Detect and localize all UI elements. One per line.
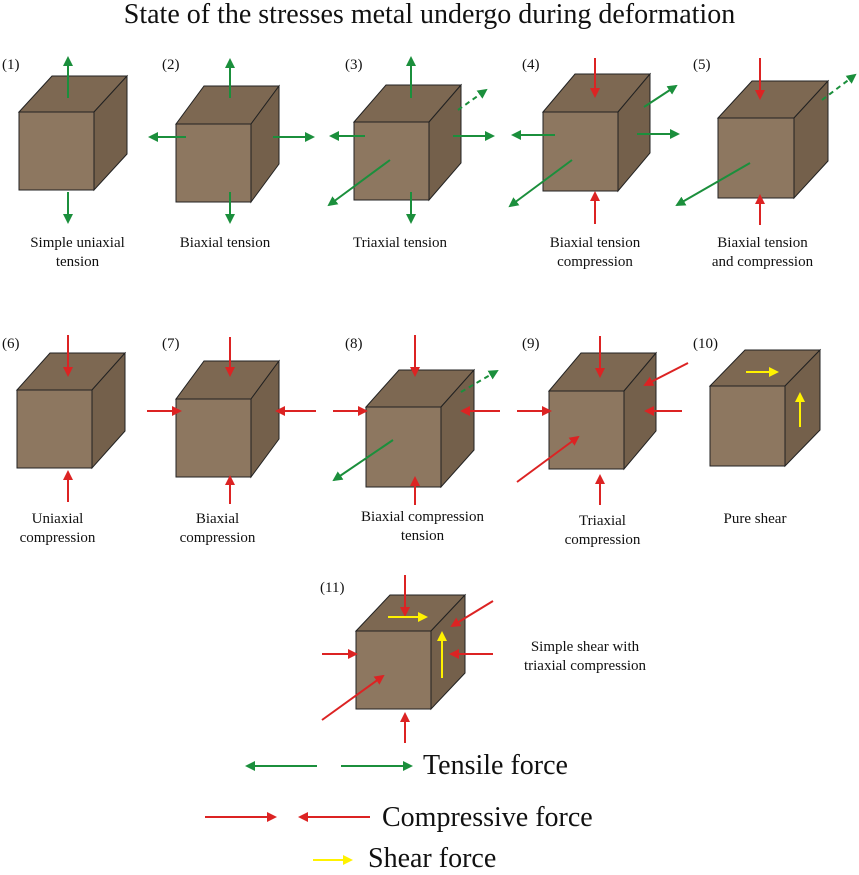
legend-compressive-label: Compressive force bbox=[382, 802, 593, 833]
cube-2-front-face bbox=[175, 123, 252, 203]
caption-8: Biaxial compression tension bbox=[340, 508, 505, 546]
diagram-number-5: (5) bbox=[693, 57, 711, 73]
cube-11-front-face bbox=[355, 630, 432, 710]
cube-2 bbox=[175, 84, 280, 204]
diagram-number-6: (6) bbox=[2, 336, 20, 352]
diagram-number-4: (4) bbox=[522, 57, 540, 73]
caption-9-line-1: Triaxial bbox=[579, 513, 626, 529]
tensile-arrow-5-back bbox=[821, 73, 857, 101]
caption-7-line-1: Biaxial bbox=[195, 511, 240, 527]
legend-shear-label: Shear force bbox=[368, 843, 497, 874]
caption-10-line-1: Pure shear bbox=[723, 511, 787, 527]
diagram-number-10: (10) bbox=[693, 336, 718, 352]
diagram-number-8: (8) bbox=[345, 336, 363, 352]
caption-9-line-2: compression bbox=[564, 532, 641, 548]
tensile-arrow-8-front bbox=[332, 439, 394, 482]
caption-3: Triaxial tension bbox=[335, 234, 465, 253]
cube-6 bbox=[15, 351, 127, 470]
diagram-number-2: (2) bbox=[162, 57, 180, 73]
caption-11-line-1: Simple shear with bbox=[530, 639, 640, 655]
cube-7-front-face bbox=[175, 398, 252, 478]
compressive-arrow-11-back bbox=[450, 600, 494, 628]
caption-11-line-2: triaxial compression bbox=[523, 658, 647, 674]
caption-2: Biaxial tension bbox=[160, 234, 290, 253]
caption-8-line-2: tension bbox=[400, 528, 445, 544]
caption-11: Simple shear with triaxial compression bbox=[505, 638, 665, 676]
caption-5-line-2: and compression bbox=[711, 254, 814, 270]
tensile-arrow-5-front bbox=[675, 162, 751, 206]
cube-1 bbox=[17, 74, 129, 192]
caption-6: Uniaxial compression bbox=[0, 510, 115, 548]
caption-1-line-2: tension bbox=[55, 254, 100, 270]
cube-9-front-face bbox=[548, 390, 625, 470]
cubes-layer bbox=[15, 72, 830, 711]
diagram-title: State of the stresses metal undergo duri… bbox=[123, 0, 736, 30]
legend-tensile-label: Tensile force bbox=[423, 750, 568, 781]
cube-4-front-face bbox=[542, 111, 619, 192]
tensile-arrow-3-front bbox=[327, 159, 391, 207]
compressive-arrow-9-front bbox=[516, 435, 580, 483]
cube-8 bbox=[364, 368, 476, 489]
caption-4-line-1: Biaxial tension bbox=[549, 235, 641, 251]
diagram-number-1: (1) bbox=[2, 57, 20, 73]
tensile-arrow-8-back bbox=[460, 369, 499, 393]
caption-6-line-2: compression bbox=[19, 530, 96, 546]
cube-9 bbox=[547, 351, 658, 471]
caption-7: Biaxial compression bbox=[160, 510, 275, 548]
tensile-arrow-3-back bbox=[457, 88, 488, 111]
caption-1: Simple uniaxial tension bbox=[10, 234, 145, 272]
caption-5-line-1: Biaxial tension bbox=[717, 235, 808, 251]
caption-7-line-2: compression bbox=[179, 530, 256, 546]
cube-6-front-face bbox=[16, 389, 93, 469]
cube-7 bbox=[175, 359, 280, 479]
diagram-number-11: (11) bbox=[320, 580, 345, 596]
tensile-arrow-4-back bbox=[643, 84, 678, 108]
cube-10 bbox=[708, 348, 822, 468]
cube-10-front-face bbox=[709, 385, 786, 467]
caption-4-line-2: compression bbox=[557, 254, 633, 270]
diagram-number-3: (3) bbox=[345, 57, 363, 73]
caption-2-line-1: Biaxial tension bbox=[179, 235, 271, 251]
caption-3-line-1: Triaxial tension bbox=[352, 235, 448, 251]
compressive-arrow-11-front bbox=[321, 674, 385, 721]
caption-9: Triaxial compression bbox=[545, 512, 660, 550]
diagram-number-7: (7) bbox=[162, 336, 180, 352]
cube-5-front-face bbox=[717, 117, 795, 199]
compressive-arrow-9-back bbox=[643, 362, 689, 386]
tensile-arrow-4-front bbox=[508, 159, 573, 208]
caption-6-line-1: Uniaxial bbox=[31, 511, 84, 527]
cube-1-front-face bbox=[18, 111, 95, 191]
caption-1-line-1: Simple uniaxial bbox=[30, 235, 125, 251]
caption-4: Biaxial tension compression bbox=[525, 234, 665, 272]
diagram-number-9: (9) bbox=[522, 336, 540, 352]
cube-11 bbox=[354, 593, 467, 711]
cube-3 bbox=[352, 83, 463, 202]
cube-4 bbox=[541, 72, 652, 193]
cube-8-front-face bbox=[365, 406, 442, 488]
cube-5 bbox=[716, 79, 830, 200]
cube-3-front-face bbox=[353, 121, 430, 201]
caption-10: Pure shear bbox=[700, 510, 810, 529]
caption-5: Biaxial tension and compression bbox=[690, 234, 835, 272]
arrows-layer bbox=[63, 56, 857, 865]
caption-8-line-1: Biaxial compression bbox=[361, 509, 484, 525]
